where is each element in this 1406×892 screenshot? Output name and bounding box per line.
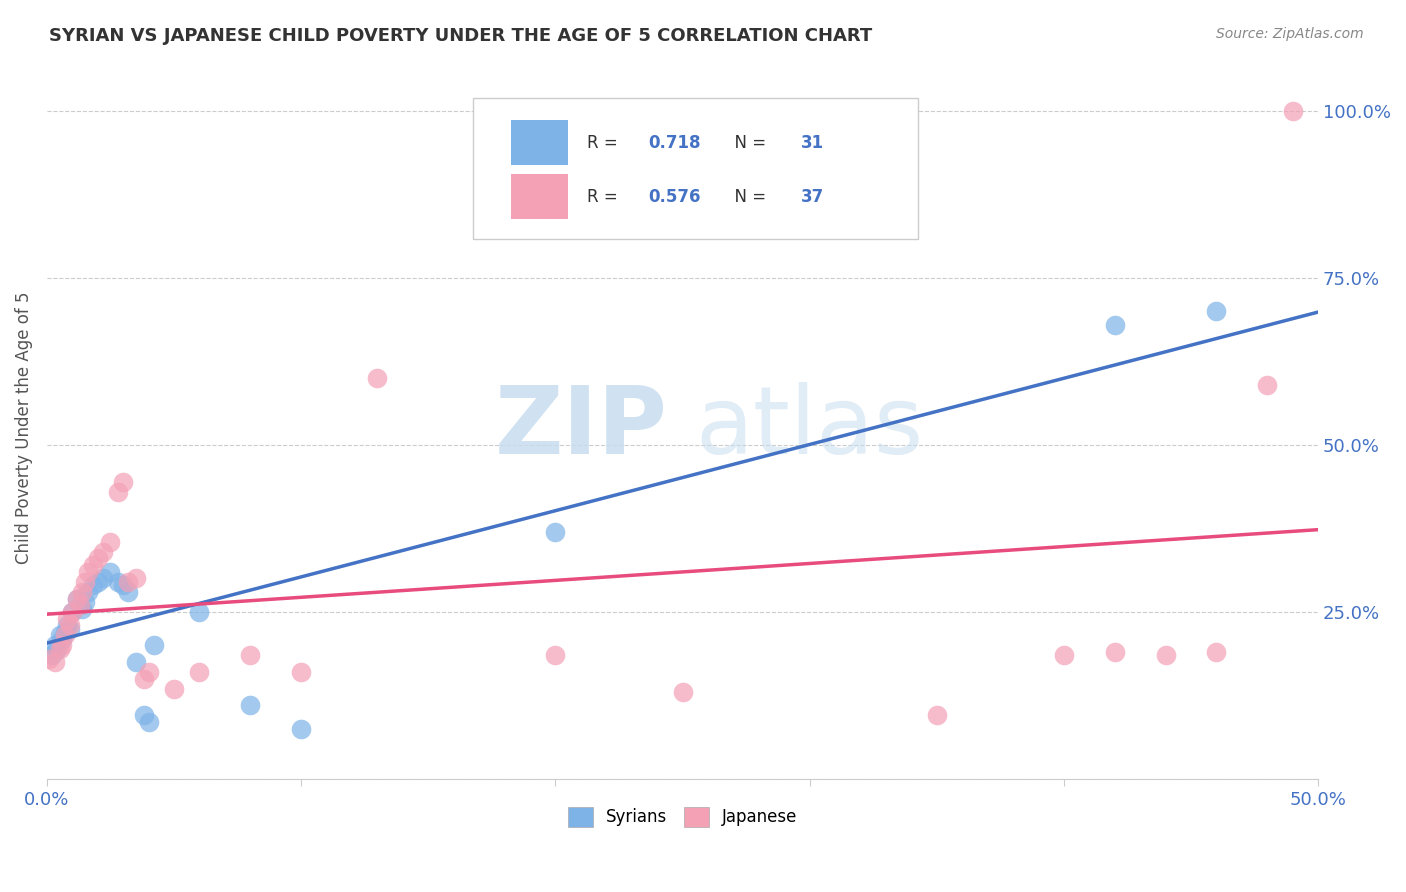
Point	[1205, 645, 1227, 659]
Text: ZIP: ZIP	[495, 382, 668, 475]
Point	[163, 681, 186, 696]
Point	[925, 708, 948, 723]
Point	[48, 641, 70, 656]
Point	[91, 572, 114, 586]
Point	[44, 655, 66, 669]
Point	[82, 558, 104, 573]
Point	[51, 632, 73, 646]
Point	[76, 565, 98, 579]
Point	[69, 598, 91, 612]
Point	[188, 605, 211, 619]
Point	[1104, 645, 1126, 659]
Point	[53, 628, 76, 642]
Point	[1104, 318, 1126, 332]
Point	[1256, 377, 1278, 392]
Text: Source: ZipAtlas.com: Source: ZipAtlas.com	[1216, 27, 1364, 41]
Point	[56, 611, 79, 625]
Point	[117, 574, 139, 589]
Point	[138, 665, 160, 679]
Point	[91, 545, 114, 559]
Point	[112, 475, 135, 489]
Point	[100, 565, 122, 579]
Point	[73, 595, 96, 609]
Point	[125, 655, 148, 669]
Point	[1053, 648, 1076, 663]
Point	[59, 622, 82, 636]
Text: 0.576: 0.576	[648, 187, 700, 206]
Point	[544, 524, 567, 539]
Point	[59, 618, 82, 632]
Point	[56, 618, 79, 632]
Point	[87, 551, 110, 566]
Point	[239, 648, 262, 663]
Point	[60, 605, 83, 619]
Text: R =: R =	[588, 187, 623, 206]
Point	[44, 638, 66, 652]
Point	[107, 484, 129, 499]
Point	[1154, 648, 1177, 663]
Point	[76, 585, 98, 599]
Point	[107, 574, 129, 589]
Point	[1205, 304, 1227, 318]
Text: N =: N =	[724, 187, 772, 206]
Point	[100, 534, 122, 549]
Point	[41, 648, 63, 663]
Text: 0.718: 0.718	[648, 134, 700, 152]
Point	[69, 598, 91, 612]
Point	[544, 648, 567, 663]
Point	[53, 624, 76, 639]
Text: N =: N =	[724, 134, 772, 152]
Text: 31: 31	[801, 134, 824, 152]
Point	[66, 591, 89, 606]
Point	[46, 641, 69, 656]
Point	[87, 574, 110, 589]
Point	[290, 665, 312, 679]
Point	[66, 591, 89, 606]
FancyBboxPatch shape	[510, 174, 568, 219]
Legend: Syrians, Japanese: Syrians, Japanese	[561, 800, 804, 834]
Point	[1281, 103, 1303, 118]
Point	[132, 672, 155, 686]
Point	[132, 708, 155, 723]
Point	[82, 578, 104, 592]
Text: atlas: atlas	[696, 382, 924, 475]
Point	[51, 638, 73, 652]
Point	[48, 628, 70, 642]
Point	[188, 665, 211, 679]
Y-axis label: Child Poverty Under the Age of 5: Child Poverty Under the Age of 5	[15, 292, 32, 565]
Point	[125, 572, 148, 586]
FancyBboxPatch shape	[510, 120, 568, 165]
Point	[72, 601, 94, 615]
Text: 37: 37	[801, 187, 824, 206]
Point	[671, 685, 693, 699]
Point	[138, 715, 160, 730]
Text: R =: R =	[588, 134, 623, 152]
Text: SYRIAN VS JAPANESE CHILD POVERTY UNDER THE AGE OF 5 CORRELATION CHART: SYRIAN VS JAPANESE CHILD POVERTY UNDER T…	[49, 27, 873, 45]
Point	[239, 698, 262, 713]
Point	[60, 605, 83, 619]
Point	[142, 638, 165, 652]
Point	[366, 371, 388, 385]
Point	[72, 585, 94, 599]
Point	[112, 578, 135, 592]
Point	[117, 585, 139, 599]
Point	[38, 651, 60, 665]
FancyBboxPatch shape	[472, 98, 918, 239]
Point	[290, 722, 312, 736]
Point	[73, 574, 96, 589]
